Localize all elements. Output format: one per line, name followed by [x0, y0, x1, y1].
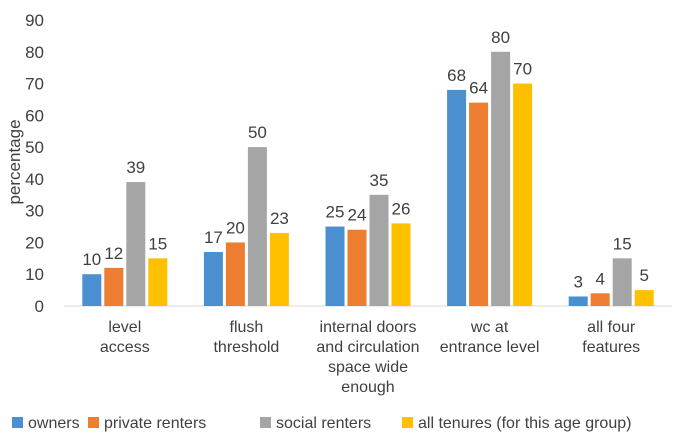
x-category-label-line: and circulation	[316, 339, 419, 356]
data-label: 25	[326, 203, 345, 222]
x-category-label-line: level	[108, 319, 141, 336]
data-label: 70	[513, 60, 532, 79]
bar	[612, 258, 632, 306]
y-tick-label: 10	[25, 265, 44, 284]
x-category-label-line: features	[582, 339, 640, 356]
data-label: 64	[469, 79, 488, 98]
data-label: 50	[248, 123, 267, 142]
bar	[247, 147, 267, 306]
data-label: 39	[126, 158, 145, 177]
data-label: 5	[639, 266, 648, 285]
legend-swatch	[88, 417, 99, 428]
bar	[369, 194, 389, 306]
legend-label: all tenures (for this age group)	[418, 415, 631, 432]
x-category-label: wc at entrance level	[440, 319, 540, 356]
x-category-label: internal doors and circulation space wide e…	[316, 319, 419, 396]
bar	[126, 182, 146, 306]
y-tick-label: 70	[25, 75, 44, 94]
x-category-label-line: space wide	[328, 359, 408, 376]
x-category-label-line: flush	[230, 319, 264, 336]
bar	[447, 89, 467, 307]
x-category-label: all four features	[582, 319, 640, 356]
y-tick-label: 90	[25, 11, 44, 30]
legend-label: private renters	[104, 415, 206, 432]
data-label: 12	[104, 244, 123, 263]
bar	[491, 51, 511, 307]
x-category-label-line: access	[100, 339, 150, 356]
x-category-label-line: enough	[341, 379, 394, 396]
legend-swatch	[260, 417, 271, 428]
bar	[391, 223, 411, 306]
data-label: 17	[204, 228, 223, 247]
legend-swatch	[402, 417, 413, 428]
legend-label: owners	[28, 415, 80, 432]
data-label: 4	[595, 269, 604, 288]
y-tick-label: 0	[35, 297, 44, 316]
data-label: 3	[573, 272, 582, 291]
x-category-label-line: wc at	[470, 319, 509, 336]
y-tick-label: 30	[25, 202, 44, 221]
data-label: 23	[270, 209, 289, 228]
y-axis-title: percentage	[5, 119, 24, 204]
legend-swatch	[12, 417, 23, 428]
legend-label: social renters	[276, 415, 371, 432]
data-label: 26	[392, 199, 411, 218]
x-category-label: flush threshold	[213, 319, 279, 356]
bar	[469, 102, 489, 306]
y-tick-label: 50	[25, 138, 44, 157]
y-tick-label: 40	[25, 170, 44, 189]
bar	[634, 290, 654, 306]
bar	[203, 251, 223, 306]
data-label: 20	[226, 218, 245, 237]
bar	[225, 242, 245, 306]
y-tick-label: 20	[25, 233, 44, 252]
data-label: 24	[348, 206, 367, 225]
bar	[148, 258, 168, 306]
x-category-label-line: internal doors	[320, 319, 417, 336]
x-category-label-line: all four	[587, 319, 636, 336]
bar	[325, 226, 345, 306]
y-tick-label: 60	[25, 106, 44, 125]
data-label: 15	[148, 234, 167, 253]
y-tick-label: 80	[25, 43, 44, 62]
data-label: 68	[447, 66, 466, 85]
x-category-label-line: entrance level	[440, 339, 540, 356]
bar	[590, 293, 610, 306]
bar	[269, 232, 289, 306]
data-label: 80	[491, 28, 510, 47]
bar	[82, 274, 102, 306]
data-label: 35	[370, 171, 389, 190]
data-label: 10	[82, 250, 101, 269]
bar	[513, 83, 533, 306]
bar	[347, 229, 367, 306]
data-label: 15	[613, 234, 632, 253]
x-category-label: level access	[100, 319, 150, 356]
bar	[568, 296, 588, 306]
bar	[104, 267, 124, 306]
x-category-label-line: threshold	[213, 339, 279, 356]
